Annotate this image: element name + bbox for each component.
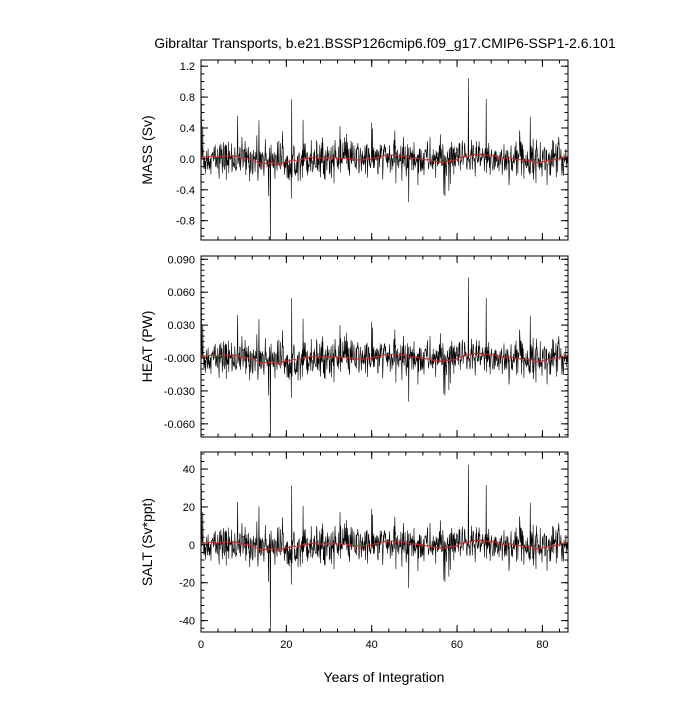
salt-y-tick-label: -40 — [179, 616, 195, 628]
x-tick-label: 20 — [280, 639, 292, 651]
heat-y-tick-label: 0.060 — [167, 287, 195, 299]
x-tick-label: 0 — [198, 639, 204, 651]
x-tick-label: 80 — [536, 639, 548, 651]
mass-plot-frame — [200, 59, 569, 241]
heat-smoothed-series — [201, 352, 568, 365]
mass-y-tick-label: -0.8 — [176, 216, 195, 228]
salt-smoothed-series — [201, 539, 568, 552]
heat-y-tick-label: -0.000 — [164, 353, 195, 365]
mass-smoothed-series — [201, 153, 568, 166]
heat-y-tick-label: -0.060 — [164, 419, 195, 431]
x-tick-label: 40 — [366, 639, 378, 651]
heat-y-tick-label: 0.090 — [167, 254, 195, 266]
mass-y-tick-label: 0.0 — [180, 154, 195, 166]
heat-y-tick-label: -0.030 — [164, 386, 195, 398]
x-axis-label: Years of Integration — [324, 669, 445, 685]
mass-panel: -0.8 -0.4 0.0 0.4 0.8 1.2 MASS (Sv) — [139, 59, 569, 241]
mass-y-tick-label: 1.2 — [180, 61, 195, 73]
salt-y-tick-label: 40 — [183, 464, 195, 476]
salt-panel: -40 -20 0 20 40 SALT (Sv*ppt) 0 20 40 60 80 — [139, 451, 569, 651]
salt-y-tick-label: 0 — [189, 540, 195, 552]
mass-y-tick-label: -0.4 — [176, 185, 195, 197]
x-tick-label: 60 — [451, 639, 463, 651]
heat-plot-frame — [200, 255, 569, 438]
heat-y-tick-label: 0.030 — [167, 320, 195, 332]
mass-raw-series — [201, 78, 568, 240]
salt-raw-series — [201, 464, 568, 632]
salt-plot-frame — [200, 451, 569, 633]
heat-y-axis-label: HEAT (PW) — [139, 311, 155, 383]
salt-y-tick-label: 20 — [183, 502, 195, 514]
salt-y-tick-label: -20 — [179, 578, 195, 590]
salt-y-axis-label: SALT (Sv*ppt) — [139, 498, 155, 586]
mass-y-axis-label: MASS (Sv) — [139, 115, 155, 184]
heat-raw-series — [201, 277, 568, 437]
mass-y-tick-label: 0.4 — [180, 123, 195, 135]
chart-title: Gibraltar Transports, b.e21.BSSP126cmip6… — [154, 35, 616, 51]
heat-panel: -0.060 -0.030 -0.000 0.030 0.060 0.090 HEAT (P… — [139, 254, 569, 438]
mass-y-tick-label: 0.8 — [180, 92, 195, 104]
